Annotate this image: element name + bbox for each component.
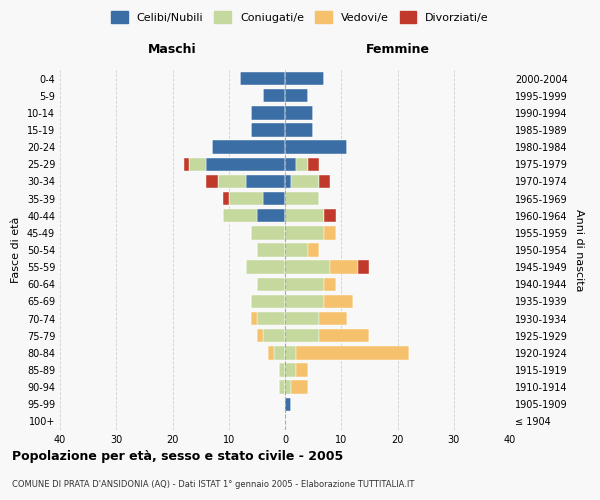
Text: COMUNE DI PRATA D'ANSIDONIA (AQ) - Dati ISTAT 1° gennaio 2005 - Elaborazione TUT: COMUNE DI PRATA D'ANSIDONIA (AQ) - Dati … xyxy=(12,480,415,489)
Bar xyxy=(290,380,308,394)
Bar xyxy=(223,192,229,205)
Bar xyxy=(257,244,285,256)
Bar xyxy=(190,158,206,171)
Bar xyxy=(285,380,290,394)
Bar xyxy=(285,294,325,308)
Bar xyxy=(257,278,285,291)
Bar xyxy=(268,346,274,360)
Bar xyxy=(285,106,313,120)
Bar xyxy=(296,158,308,171)
Bar xyxy=(285,140,347,154)
Bar xyxy=(285,260,330,274)
Bar xyxy=(358,260,370,274)
Bar xyxy=(325,226,335,239)
Text: Maschi: Maschi xyxy=(148,44,197,57)
Bar xyxy=(325,294,353,308)
Bar xyxy=(257,312,285,326)
Bar xyxy=(245,260,285,274)
Bar xyxy=(285,226,325,239)
Bar xyxy=(296,346,409,360)
Bar xyxy=(229,192,263,205)
Bar xyxy=(285,192,319,205)
Bar xyxy=(206,174,218,188)
Bar xyxy=(308,158,319,171)
Bar xyxy=(257,329,263,342)
Bar xyxy=(285,244,308,256)
Bar xyxy=(218,174,245,188)
Bar xyxy=(285,329,319,342)
Legend: Celibi/Nubili, Coniugati/e, Vedovi/e, Divorziati/e: Celibi/Nubili, Coniugati/e, Vedovi/e, Di… xyxy=(108,8,492,26)
Bar xyxy=(251,312,257,326)
Bar xyxy=(325,278,335,291)
Bar xyxy=(251,106,285,120)
Bar xyxy=(290,174,319,188)
Bar xyxy=(296,364,308,376)
Bar xyxy=(245,174,285,188)
Bar xyxy=(212,140,285,154)
Bar xyxy=(251,294,285,308)
Bar xyxy=(285,124,313,136)
Bar xyxy=(285,364,296,376)
Bar xyxy=(285,72,325,86)
Y-axis label: Fasce di età: Fasce di età xyxy=(11,217,21,283)
Bar xyxy=(280,380,285,394)
Bar xyxy=(280,364,285,376)
Bar xyxy=(325,209,335,222)
Bar xyxy=(223,209,257,222)
Bar xyxy=(319,312,347,326)
Bar xyxy=(251,124,285,136)
Bar xyxy=(319,174,330,188)
Bar xyxy=(184,158,190,171)
Bar xyxy=(240,72,285,86)
Bar xyxy=(285,89,308,102)
Bar xyxy=(285,398,290,411)
Text: Femmine: Femmine xyxy=(365,44,430,57)
Bar xyxy=(285,158,296,171)
Bar xyxy=(263,89,285,102)
Bar xyxy=(285,346,296,360)
Bar xyxy=(330,260,358,274)
Bar xyxy=(263,329,285,342)
Bar xyxy=(274,346,285,360)
Text: Popolazione per età, sesso e stato civile - 2005: Popolazione per età, sesso e stato civil… xyxy=(12,450,343,463)
Bar xyxy=(319,329,370,342)
Y-axis label: Anni di nascita: Anni di nascita xyxy=(574,209,584,291)
Bar xyxy=(206,158,285,171)
Bar xyxy=(285,174,290,188)
Bar xyxy=(257,209,285,222)
Bar xyxy=(251,226,285,239)
Bar xyxy=(285,312,319,326)
Bar xyxy=(285,278,325,291)
Bar xyxy=(263,192,285,205)
Bar xyxy=(308,244,319,256)
Bar xyxy=(285,209,325,222)
